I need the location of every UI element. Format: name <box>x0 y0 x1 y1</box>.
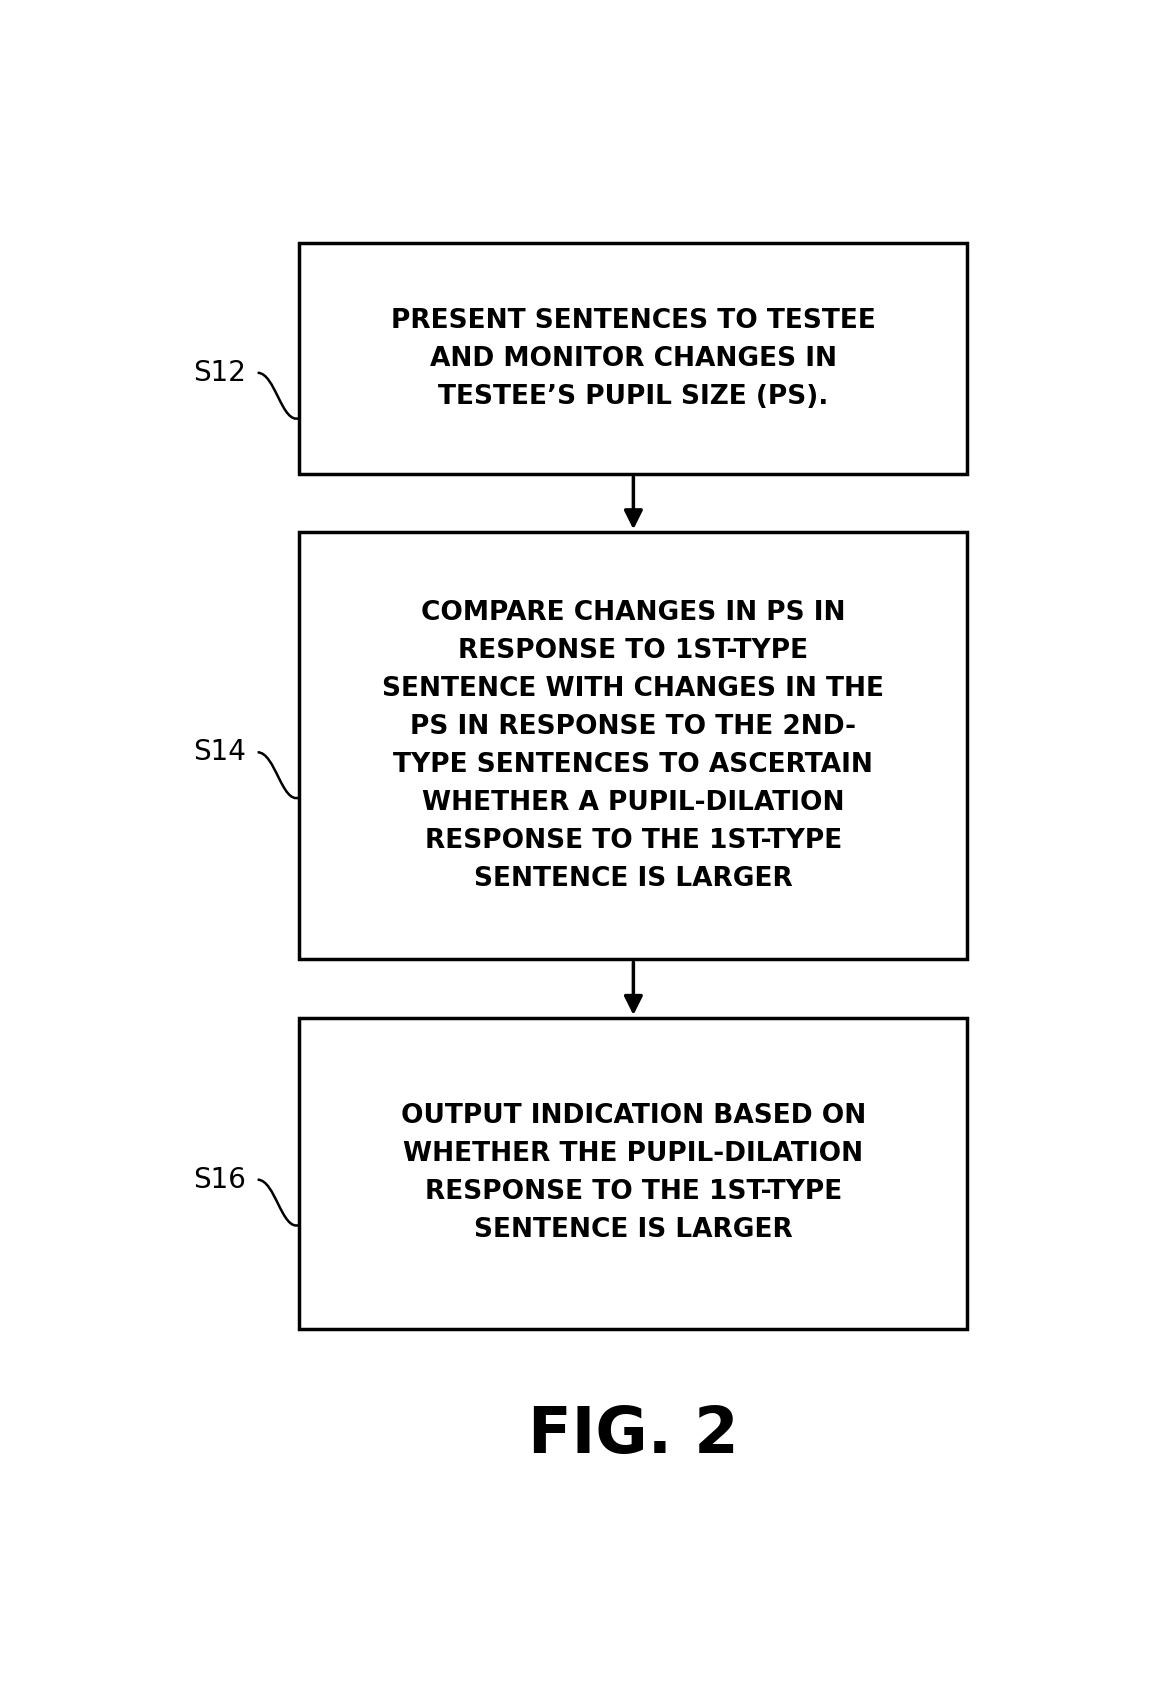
Text: S16: S16 <box>193 1166 246 1194</box>
FancyBboxPatch shape <box>300 244 967 474</box>
FancyBboxPatch shape <box>300 1018 967 1329</box>
Text: COMPARE CHANGES IN PS IN
RESPONSE TO 1ST-TYPE
SENTENCE WITH CHANGES IN THE
PS IN: COMPARE CHANGES IN PS IN RESPONSE TO 1ST… <box>383 600 885 891</box>
Text: S14: S14 <box>193 738 246 767</box>
Text: FIG. 2: FIG. 2 <box>529 1404 739 1465</box>
Text: PRESENT SENTENCES TO TESTEE
AND MONITOR CHANGES IN
TESTEE’S PUPIL SIZE (PS).: PRESENT SENTENCES TO TESTEE AND MONITOR … <box>391 308 876 409</box>
Text: OUTPUT INDICATION BASED ON
WHETHER THE PUPIL-DILATION
RESPONSE TO THE 1ST-TYPE
S: OUTPUT INDICATION BASED ON WHETHER THE P… <box>401 1103 866 1243</box>
Text: S12: S12 <box>193 358 246 387</box>
FancyBboxPatch shape <box>300 532 967 959</box>
